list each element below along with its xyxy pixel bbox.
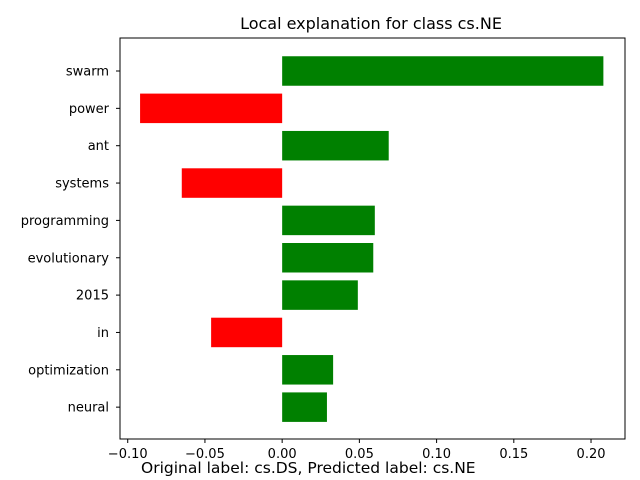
- y-tick-label: power: [69, 102, 110, 117]
- x-tick-label: 0.00: [268, 447, 297, 462]
- y-tick-label: optimization: [28, 363, 109, 378]
- plot-frame: [119, 37, 626, 440]
- bar-systems: [181, 168, 283, 198]
- x-tick-label: −0.05: [185, 447, 225, 462]
- chart-title: Local explanation for class cs.NE: [240, 14, 502, 33]
- bars-layer: [140, 56, 604, 422]
- y-tick-label: swarm: [66, 65, 109, 80]
- bar-2015: [282, 280, 358, 310]
- x-tick-label: 0.10: [422, 447, 451, 462]
- x-tick-label: 0.20: [577, 447, 606, 462]
- y-axis: swarm power ant systems programming evolution…: [21, 65, 120, 416]
- bar-in: [211, 317, 283, 348]
- bar-programming: [282, 205, 375, 236]
- bar-neural: [282, 392, 327, 422]
- x-axis: −0.10 −0.05 0.00 0.05 0.10 0.15 0.20: [108, 439, 606, 462]
- x-tick-label: 0.05: [345, 447, 374, 462]
- x-tick-label: −0.10: [108, 447, 148, 462]
- y-tick-label: systems: [55, 177, 109, 192]
- x-tick-label: 0.15: [499, 447, 528, 462]
- y-tick-label: 2015: [76, 289, 109, 304]
- bar-evolutionary: [282, 243, 374, 273]
- y-tick-label: programming: [21, 214, 109, 229]
- y-tick-label: in: [97, 326, 109, 341]
- bar-optimization: [282, 355, 334, 385]
- bar-power: [140, 93, 283, 124]
- bar-swarm: [282, 56, 604, 86]
- bar-ant: [282, 130, 389, 161]
- prediction-caption: Original label: cs.DS, Predicted label: …: [141, 459, 476, 477]
- y-tick-label: ant: [88, 139, 109, 154]
- y-tick-label: evolutionary: [28, 251, 110, 266]
- y-tick-label: neural: [68, 401, 109, 416]
